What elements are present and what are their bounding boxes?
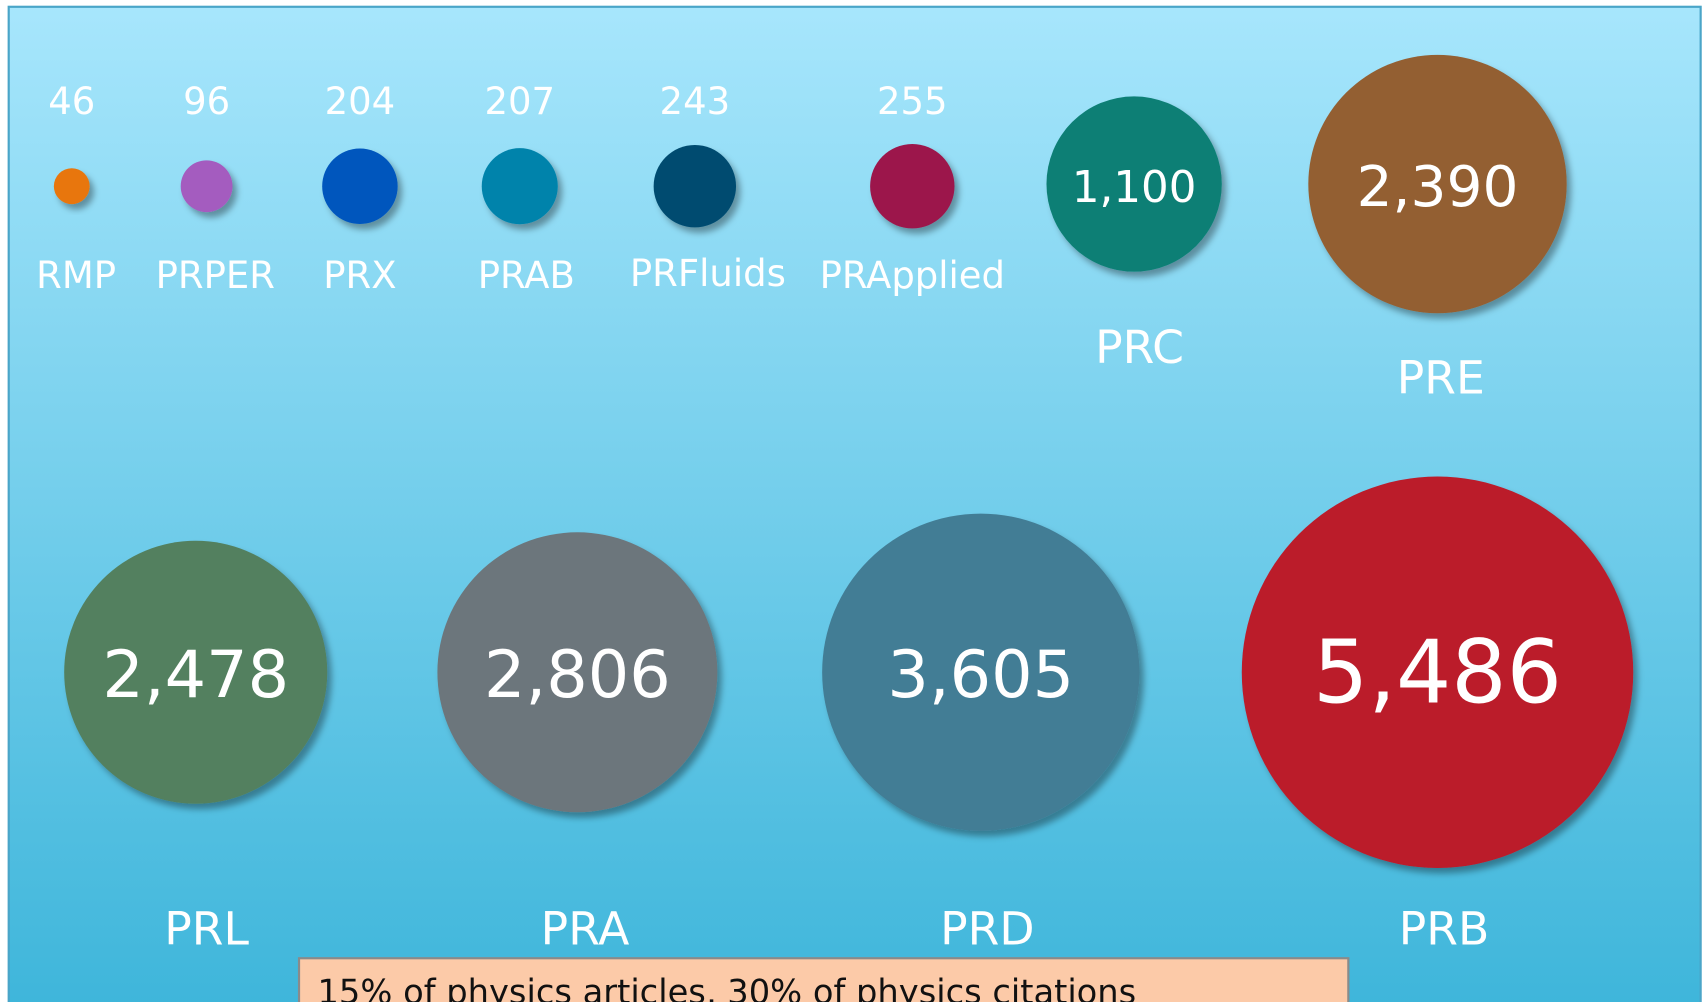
- value-label: 2,390: [1357, 155, 1519, 220]
- value-label: 5,486: [1313, 622, 1562, 724]
- bubble: [322, 148, 398, 224]
- value-label: 46: [48, 80, 95, 123]
- category-label: PRApplied: [820, 254, 1005, 297]
- bubble: [653, 145, 737, 228]
- category-label: PRB: [1399, 903, 1490, 956]
- value-label: 2,478: [102, 637, 289, 713]
- category-label: PRD: [940, 903, 1034, 956]
- annotation-box: [297, 957, 1350, 1002]
- bubbles: 46 RMP 96 PRPER 204 PRX 207 PRAB 243 PRFluids 255 P…: [36, 54, 1634, 956]
- category-label: RMP: [36, 254, 116, 297]
- value-label: 255: [877, 80, 948, 123]
- category-label: PRL: [164, 903, 249, 956]
- value-label: 96: [183, 80, 230, 123]
- category-label: PRPER: [156, 254, 275, 297]
- bubble: [180, 160, 233, 213]
- annotation: 15% of physics articles, 30% of physics …: [318, 973, 1137, 1002]
- value-label: 3,605: [887, 637, 1074, 713]
- bubble: [64, 540, 328, 804]
- value-label: 204: [325, 80, 396, 123]
- value-label: 2,806: [484, 637, 671, 713]
- bubble: [481, 148, 558, 225]
- bubble: [1241, 476, 1634, 868]
- category-label: PRC: [1095, 321, 1184, 374]
- category-label: PRFluids: [630, 252, 786, 295]
- bubble: [822, 513, 1140, 831]
- bubble: [53, 168, 90, 205]
- bubble: [1046, 96, 1222, 272]
- bubble: [870, 144, 955, 229]
- category-label: PRAB: [478, 254, 575, 297]
- value-label: 243: [660, 80, 731, 123]
- value-label: 207: [484, 80, 555, 123]
- category-label: PRE: [1397, 351, 1485, 404]
- category-label: PRA: [541, 903, 630, 956]
- value-label: 1,100: [1072, 163, 1197, 213]
- bubble: [1308, 54, 1567, 314]
- bubble: [437, 532, 718, 813]
- category-label: PRX: [323, 254, 396, 297]
